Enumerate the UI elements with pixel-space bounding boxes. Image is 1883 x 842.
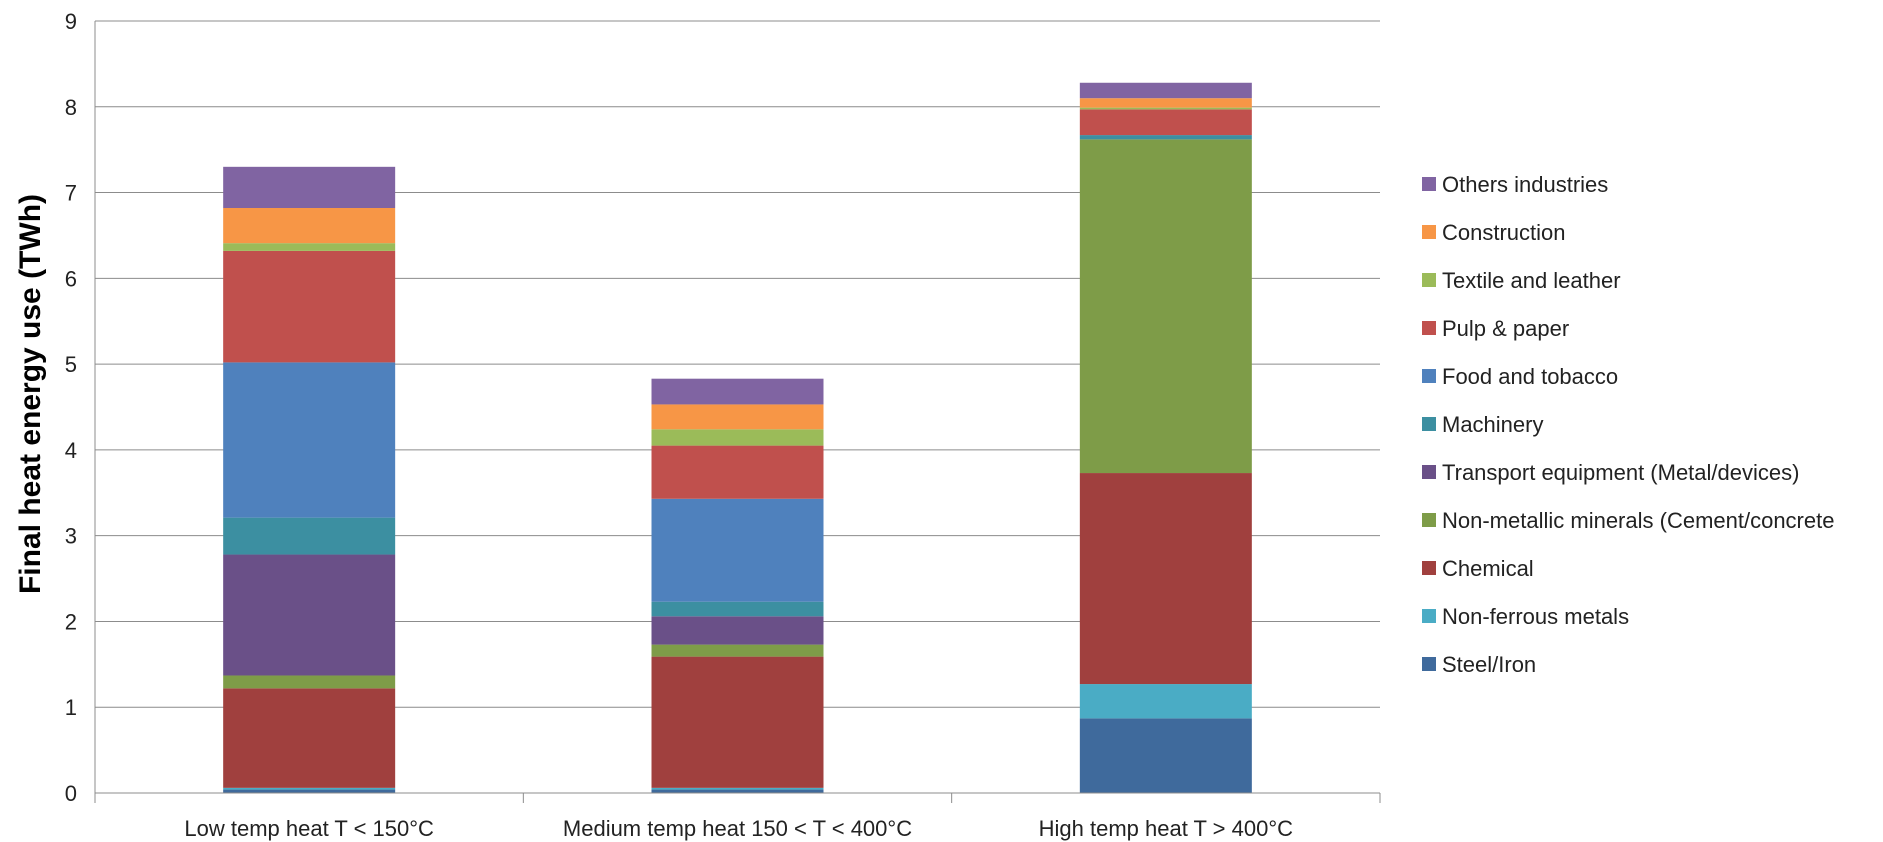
x-category-label: Low temp heat T < 150°C [184, 816, 434, 841]
bar-segment [651, 789, 824, 793]
bar-segment [651, 656, 824, 788]
y-tick-label: 3 [65, 524, 77, 549]
bar-segment [223, 207, 396, 244]
axes [94, 21, 1381, 803]
y-tick-label: 5 [65, 352, 77, 377]
legend-label: Food and tobacco [1442, 364, 1618, 389]
legend-label: Chemical [1442, 556, 1534, 581]
legend-label: Others industries [1442, 172, 1608, 197]
bar-segment [1079, 473, 1252, 685]
bar-segment [651, 616, 824, 645]
bars [223, 82, 1252, 793]
legend-swatch [1422, 177, 1436, 191]
legend-label: Machinery [1442, 412, 1543, 437]
legend-swatch [1422, 561, 1436, 575]
bar-segment [223, 362, 396, 518]
bar-segment [651, 429, 824, 446]
legend-swatch [1422, 513, 1436, 527]
y-tick-label: 8 [65, 95, 77, 120]
bar-segment [1079, 82, 1252, 99]
bar-segment [651, 378, 824, 405]
legend-label: Transport equipment (Metal/devices) [1442, 460, 1799, 485]
bar-segment [1079, 684, 1252, 719]
bar-segment [223, 789, 396, 793]
legend-swatch [1422, 225, 1436, 239]
bar-segment [223, 250, 396, 363]
bar-segment [1079, 135, 1252, 140]
bar-segment [651, 498, 824, 602]
y-tick-labels: 0 1 2 3 4 5 6 7 8 9 [65, 9, 77, 806]
legend-swatch [1422, 657, 1436, 671]
y-axis-label: Final heat energy use (TWh) [14, 194, 47, 594]
legend-label: Construction [1442, 220, 1566, 245]
bar-segment [651, 404, 824, 430]
bar-segment [651, 601, 824, 617]
bar-segment [223, 166, 396, 208]
bar-segment [1079, 107, 1252, 110]
legend: Others industries Construction Textile and… [1422, 172, 1834, 677]
y-tick-label: 2 [65, 609, 77, 634]
bar-segment [223, 517, 396, 555]
bar-segment [1079, 109, 1252, 136]
legend-label: Textile and leather [1442, 268, 1621, 293]
legend-label: Non-ferrous metals [1442, 604, 1629, 629]
y-tick-label: 6 [65, 266, 77, 291]
y-tick-label: 7 [65, 181, 77, 206]
legend-swatch [1422, 369, 1436, 383]
bar-segment [223, 787, 396, 790]
y-tick-label: 1 [65, 695, 77, 720]
bar-segment [651, 445, 824, 499]
bar-segment [651, 644, 824, 657]
legend-label: Pulp & paper [1442, 316, 1569, 341]
legend-swatch [1422, 609, 1436, 623]
legend-swatch [1422, 273, 1436, 287]
x-category-label: High temp heat T > 400°C [1039, 816, 1294, 841]
legend-swatch [1422, 321, 1436, 335]
x-category-label: Medium temp heat 150 < T < 400°C [563, 816, 912, 841]
bar-segment [651, 787, 824, 790]
bar-segment [223, 554, 396, 676]
legend-swatch [1422, 465, 1436, 479]
bar-segment [223, 243, 396, 251]
bar-segment [1079, 98, 1252, 108]
bar-segment [1079, 139, 1252, 474]
legend-swatch [1422, 417, 1436, 431]
y-tick-label: 0 [65, 781, 77, 806]
bar-segment [223, 675, 396, 689]
bar-segment [223, 688, 396, 788]
bar-segment [1079, 718, 1252, 793]
y-tick-label: 4 [65, 438, 77, 463]
legend-label: Steel/Iron [1442, 652, 1536, 677]
x-category-labels: Low temp heat T < 150°C Medium temp heat … [184, 816, 1293, 841]
legend-label: Non-metallic minerals (Cement/concrete [1442, 508, 1834, 533]
y-tick-label: 9 [65, 9, 77, 34]
